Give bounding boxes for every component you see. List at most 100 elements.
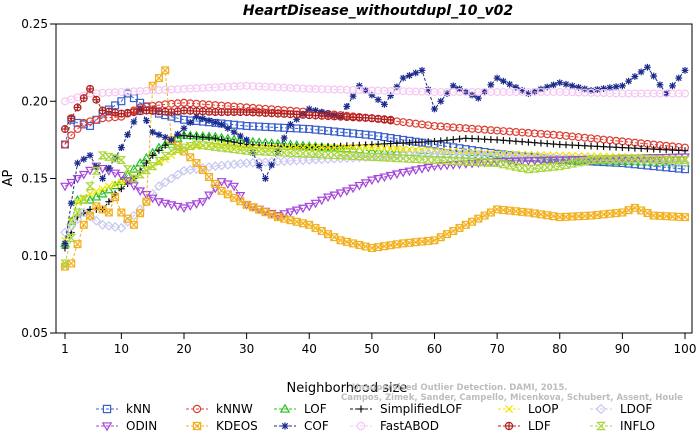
data-point: [568, 141, 576, 149]
data-point: [304, 149, 315, 158]
legend-item-lof: LOF: [274, 402, 327, 416]
data-point: [172, 169, 183, 180]
data-point: [462, 134, 470, 142]
data-point: [105, 198, 113, 206]
data-point: [568, 82, 576, 90]
data-point: [493, 136, 501, 144]
data-point: [612, 83, 620, 91]
legend-label: LoOP: [528, 402, 559, 416]
data-point: [324, 143, 332, 152]
data-point: [398, 168, 409, 178]
data-point: [529, 157, 540, 166]
data-point: [374, 144, 382, 152]
data-point: [637, 145, 645, 152]
data-point: [487, 81, 495, 89]
legend-label: SimplifiedLOF: [380, 402, 462, 416]
data-point: [230, 142, 238, 151]
data-point: [600, 143, 607, 151]
series-ldf: [60, 84, 395, 134]
data-point: [642, 154, 653, 163]
data-point: [656, 146, 664, 153]
data-point: [424, 138, 432, 146]
data-point: [412, 69, 420, 77]
legend-item-ldf: LDF: [498, 419, 551, 433]
data-point: [448, 156, 459, 165]
data-point: [631, 144, 639, 152]
data-point: [97, 151, 108, 160]
data-point: [604, 155, 615, 164]
data-point: [224, 137, 232, 145]
x-axis-label: Neighborhood size: [287, 381, 408, 396]
data-point: [529, 164, 540, 173]
watermark-line-2: Campos, Zimek, Sander, Campello, Micenko…: [341, 393, 683, 403]
data-point: [341, 187, 352, 196]
data-point: [186, 132, 194, 140]
data-point: [143, 117, 150, 124]
data-point: [667, 157, 678, 168]
data-point: [630, 154, 640, 163]
data-point: [262, 175, 269, 182]
data-point: [116, 155, 127, 164]
data-point: [66, 220, 77, 231]
data-point: [179, 204, 189, 213]
data-point: [380, 100, 388, 108]
data-point: [374, 96, 382, 104]
x-tick-label: 70: [489, 342, 504, 356]
data-point: [330, 143, 339, 152]
data-point: [67, 131, 76, 140]
data-point: [429, 155, 440, 164]
data-point: [412, 138, 420, 146]
data-point: [355, 113, 364, 122]
legend-label: kNN: [126, 402, 151, 416]
data-point: [680, 155, 690, 164]
data-point: [116, 171, 127, 181]
data-point: [542, 163, 553, 172]
data-point: [492, 158, 503, 167]
data-point: [291, 149, 302, 158]
data-point: [103, 152, 114, 161]
data-point: [110, 221, 121, 232]
data-point: [279, 210, 290, 219]
data-point: [581, 142, 589, 150]
data-point: [160, 199, 171, 209]
data-point: [323, 193, 333, 203]
data-point: [579, 157, 590, 166]
data-point: [273, 148, 283, 157]
data-point: [155, 146, 163, 154]
data-point: [316, 196, 327, 206]
data-point: [329, 151, 340, 160]
watermark-line-1: Unsupervised Outlier Detection. DAMI, 20…: [352, 383, 568, 393]
data-point: [66, 233, 77, 242]
data-point: [216, 178, 227, 187]
data-point: [147, 162, 158, 171]
data-point: [531, 87, 539, 95]
series-lof: [60, 130, 690, 247]
data-point: [556, 79, 564, 87]
data-point: [103, 220, 114, 231]
data-point: [587, 142, 595, 150]
data-point: [104, 107, 113, 116]
x-tick-label: 50: [364, 342, 379, 356]
data-point: [681, 147, 689, 155]
data-point: [598, 155, 609, 164]
y-tick-label: 0.10: [21, 249, 48, 263]
data-point: [105, 164, 113, 172]
data-point: [268, 161, 276, 169]
data-point: [78, 207, 89, 218]
data-point: [517, 157, 528, 167]
data-point: [287, 121, 294, 128]
data-point: [443, 136, 451, 144]
data-point: [154, 74, 163, 83]
legend-label: LDOF: [620, 402, 652, 416]
data-point: [174, 130, 182, 138]
data-point: [330, 142, 338, 150]
data-point: [499, 77, 507, 85]
legend-item-knn: kNN: [96, 402, 151, 416]
data-point: [260, 147, 271, 156]
data-point: [185, 202, 196, 211]
data-point: [316, 150, 327, 159]
data-point: [479, 158, 490, 167]
data-point: [66, 178, 77, 188]
x-tick-label: 40: [302, 342, 317, 356]
data-point: [205, 117, 213, 124]
